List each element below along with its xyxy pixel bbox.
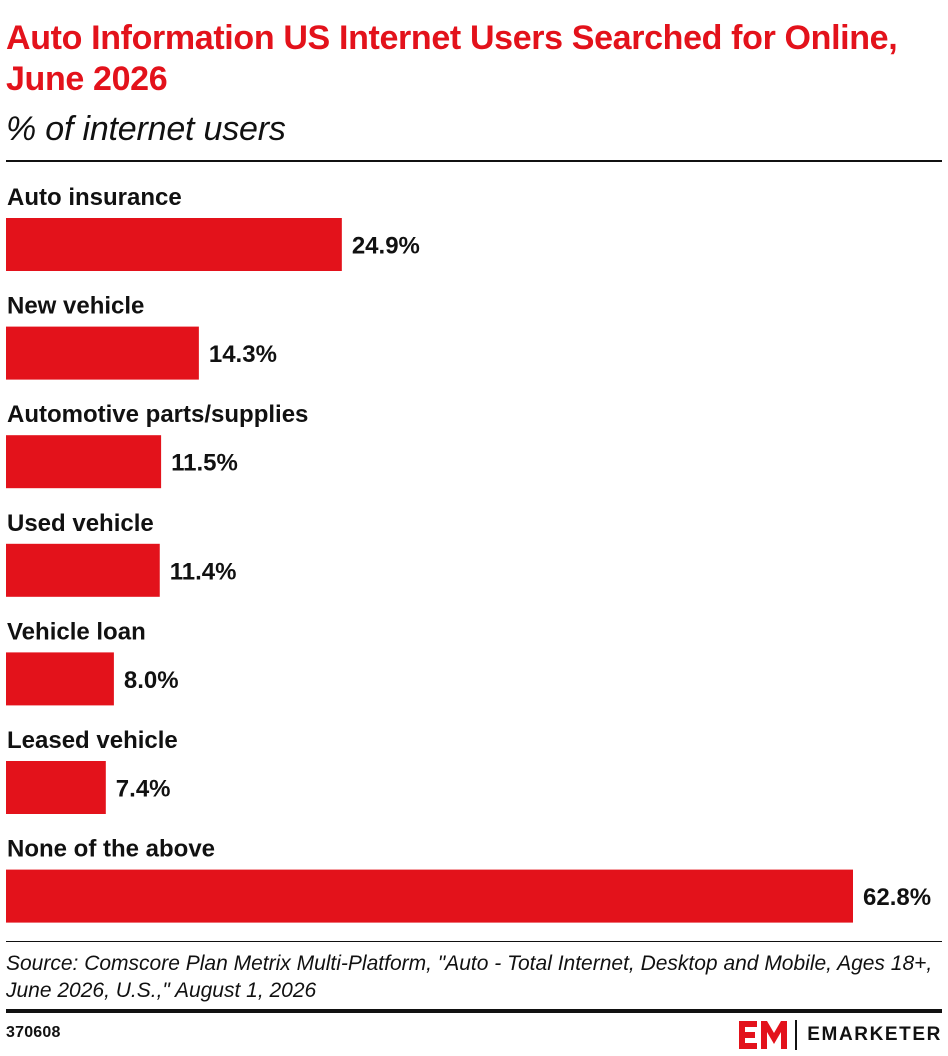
category-label: Auto insurance [7,184,182,211]
bar [6,435,162,489]
value-label: 24.9% [352,233,420,260]
category-label: None of the above [7,836,215,863]
bar [6,326,199,380]
bar [6,218,342,271]
chart-title: Auto Information US Internet Users Searc… [6,19,898,99]
source-note: Source: Comscore Plan Metrix Multi-Platf… [6,952,933,1002]
bar-row: None of the above 62.8% [6,836,931,923]
category-label: New vehicle [7,293,144,320]
category-label: Automotive parts/supplies [7,401,308,428]
emarketer-logo-icon [739,1021,788,1049]
category-label: Leased vehicle [7,727,178,754]
bar-row: Vehicle loan 8.0% [6,618,179,706]
bar-row: Used vehicle 11.4% [6,510,236,597]
chart-subtitle: % of internet users [6,110,286,148]
category-label: Vehicle loan [7,618,146,645]
value-label: 8.0% [124,667,179,694]
brand-name: EMARKETER [807,1024,942,1045]
value-label: 14.3% [209,341,277,368]
value-label: 11.5% [171,450,238,477]
value-label: 7.4% [116,776,171,803]
value-label: 62.8% [863,884,931,911]
bar [6,543,160,597]
bar [6,869,853,923]
category-label: Used vehicle [7,510,154,537]
bar [6,652,114,706]
brand-divider [795,1020,798,1050]
header-divider [6,160,942,162]
bar-chart: Auto insurance 24.9% New vehicle 14.3% Autom… [6,184,931,923]
source-divider [6,941,942,942]
bar-row: Leased vehicle 7.4% [6,727,178,814]
brand-logo: EMARKETER [739,1019,942,1051]
bar [6,761,106,814]
bar-row: Auto insurance 24.9% [6,184,420,271]
bar-row: Automotive parts/supplies 11.5% [6,401,308,489]
chart-id: 370608 [6,1024,61,1041]
footer-divider [6,1009,942,1013]
bar-row: New vehicle 14.3% [6,293,277,380]
value-label: 11.4% [170,558,237,585]
